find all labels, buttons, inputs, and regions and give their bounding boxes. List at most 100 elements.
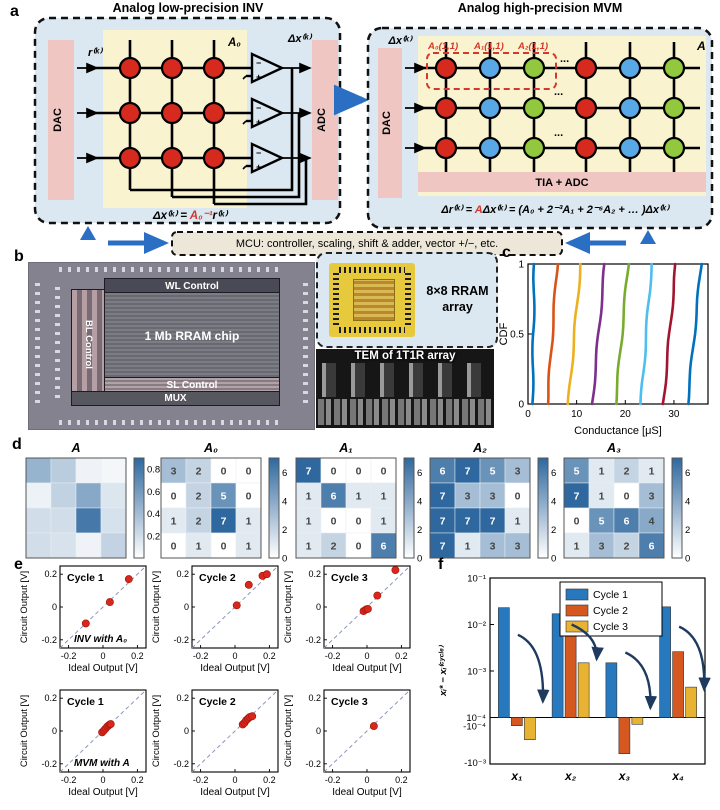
y-tick-label: -0.2 <box>173 759 189 769</box>
heatmap-cell <box>100 532 127 559</box>
heatmap-cell <box>320 532 347 559</box>
heatmap-cell <box>454 482 481 509</box>
tem-image: TEM of 1T1R array <box>316 349 494 428</box>
error-bar-chart: 10⁻¹ 10⁻² 10⁻³ 10⁻⁴ -10⁻⁴ -10⁻³ x₁ x₂ x₃ x₄ xᵢ* − … <box>432 560 720 808</box>
x-tick-label: 0 <box>364 651 369 661</box>
chip-package-photo <box>329 263 415 337</box>
heatmap-cell <box>210 457 237 484</box>
heatmap-cell <box>429 457 456 484</box>
trend-arrow <box>571 623 604 662</box>
heatmap-cell <box>613 457 640 484</box>
y-tick-label: 0 <box>52 602 57 612</box>
mvm-dac-label: DAC <box>381 111 393 135</box>
x-tick-label: 0.2 <box>263 651 276 661</box>
y-tick-label: -0.2 <box>173 635 189 645</box>
heatmap-cell-value: 1 <box>574 540 580 552</box>
heatmap-cell-value: 6 <box>331 490 337 502</box>
heatmap-frame <box>563 457 665 559</box>
mcu-box <box>171 231 563 256</box>
y-tick-label: -10⁻⁴ <box>463 722 486 733</box>
mvm-cell <box>478 136 502 160</box>
heatmap-cell-value: 6 <box>440 465 446 477</box>
heatmap-cell-value: 5 <box>490 465 496 477</box>
colorbar-tick-label: 0 <box>282 554 287 565</box>
scatter-mvm-cycle3: -0.2 -0.2 0 0 0.2 0.2 Cycle 3 Ideal Output [V] C… <box>282 684 414 808</box>
x-axis-label: Ideal Output [V] <box>68 787 138 798</box>
heatmap-cell <box>75 457 102 484</box>
heatmap-cell-value: 0 <box>515 490 521 502</box>
x-tick-label: 0.2 <box>395 651 408 661</box>
mvm-cell <box>434 96 458 120</box>
bar <box>672 651 684 718</box>
svg-text:A₀(1,1): A₀(1,1) <box>427 41 458 52</box>
y-tick-label: 10⁻⁴ <box>466 713 486 724</box>
bond-pads-right <box>405 273 411 327</box>
panel-label-c: c <box>502 244 511 261</box>
heatmap-cell <box>454 457 481 484</box>
mvm-cell <box>574 56 598 80</box>
submatrix-labels: A₀(1,1) A₁(1,1) A₂(1,1) <box>427 41 548 52</box>
heatmap-cell <box>185 482 212 509</box>
y-tick-label: -0.2 <box>41 759 57 769</box>
mvm-input-arrows <box>405 62 427 154</box>
heatmap-cell-value: 6 <box>381 540 387 552</box>
heatmap-cell-value: 7 <box>306 465 312 477</box>
colorbar <box>671 457 683 559</box>
legend-label: Cycle 2 <box>593 605 628 617</box>
bar <box>564 632 577 718</box>
heatmap-cell-value: 0 <box>171 540 177 552</box>
svg-text:...: ... <box>554 127 563 139</box>
pad-col-left <box>35 283 40 409</box>
cdf-curve <box>661 262 677 406</box>
mvm-cell <box>522 136 546 160</box>
y-tick-label: 10⁻¹ <box>467 574 486 585</box>
legend-swatch <box>565 604 589 617</box>
left-title: Analog low-precision INV <box>113 1 264 15</box>
mvm-cell <box>574 96 598 120</box>
heatmap-cell <box>454 532 481 559</box>
heatmap-cell-value: 1 <box>649 465 655 477</box>
heatmap-title: A₃ <box>606 442 621 455</box>
x-axis-label: Conductance [μS] <box>574 425 662 437</box>
scatter-point <box>232 601 241 610</box>
heatmap-cell <box>100 457 127 484</box>
heatmap-cell-value: 7 <box>440 540 446 552</box>
x-tick-label: 0 <box>232 651 237 661</box>
heatmap-cell-value: 0 <box>381 465 387 477</box>
inv-cell <box>118 101 142 125</box>
heatmap-title: A₁ <box>338 442 352 455</box>
scatter-plot: -0.2 -0.2 0 0 0.2 0.2 Cycle 3 Ideal Output [V] C… <box>283 689 411 798</box>
identity-line <box>323 689 411 773</box>
heatmap-cell-value: 1 <box>306 540 312 552</box>
mvm-dac <box>378 48 402 198</box>
scatter-point <box>106 720 115 729</box>
heatmap-cell-value: 1 <box>465 540 471 552</box>
heatmap-cell <box>345 507 372 534</box>
mvm-cell <box>618 56 642 80</box>
inv-cell <box>118 56 142 80</box>
heatmap-cell <box>185 532 212 559</box>
y-tick-label: 0.2 <box>176 693 189 703</box>
x-axis-label: Ideal Output [V] <box>200 663 270 674</box>
scatter-note: INV with A₀ <box>74 634 127 645</box>
y-tick-label: 0.2 <box>44 693 57 703</box>
svg-text:...: ... <box>554 86 563 98</box>
heatmap-plot: A₀ 3 2 0 0 0 2 5 0 1 2 7 1 0 1 0 1 0 2 4 6 <box>160 441 287 565</box>
chip-die-photo: WL Control BL Control 1 Mb RRAM chip SL … <box>28 262 315 430</box>
heatmap-cell-value: 7 <box>440 490 446 502</box>
colorbar <box>537 457 549 559</box>
bar <box>577 662 590 718</box>
heatmap-cell <box>50 457 77 484</box>
heatmap-cell-value: 1 <box>306 515 312 527</box>
heatmap-cell <box>100 507 127 534</box>
mvm-array-bg <box>418 36 706 196</box>
scatter-inv-cycle3: -0.2 -0.2 0 0 0.2 0.2 Cycle 3 Ideal Output [V] C… <box>282 560 414 684</box>
scatter-title: Cycle 3 <box>331 572 368 584</box>
scatter-title: Cycle 1 <box>67 572 104 584</box>
x-tick-label: 0.2 <box>263 775 276 785</box>
inv-cell <box>160 56 184 80</box>
inv-formula: Δx⁽ᵏ⁾ = A₀⁻¹r⁽ᵏ⁾ <box>152 210 229 222</box>
scatter-point <box>105 598 114 607</box>
y-tick-label: 0 <box>316 726 321 736</box>
heatmap-cell-value: 3 <box>599 540 605 552</box>
